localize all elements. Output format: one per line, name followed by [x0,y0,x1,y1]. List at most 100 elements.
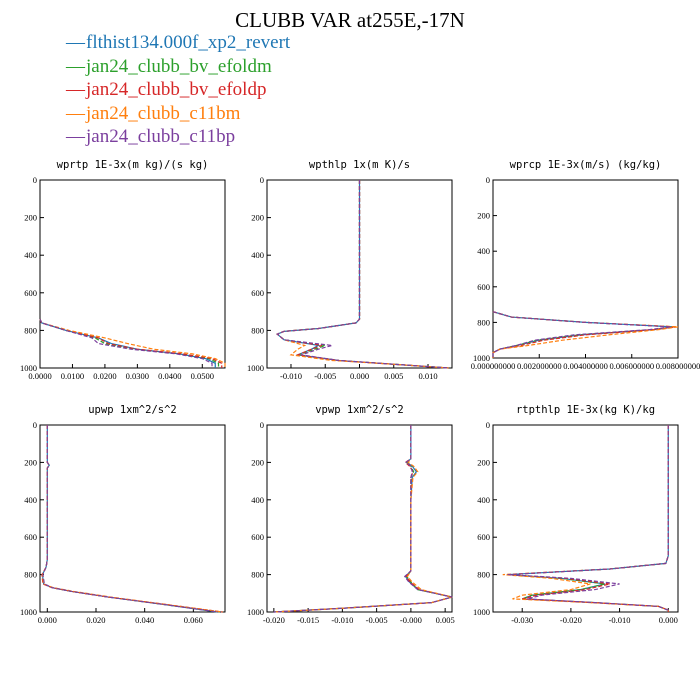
series-line-1 [276,180,449,369]
y-tick-label: 200 [24,213,37,223]
y-tick-label: 400 [24,250,37,260]
series-line-3 [273,425,453,613]
series-line-3 [39,318,223,368]
x-tick-label: 0.0500 [191,371,214,381]
series-line-5 [492,311,672,358]
y-tick-label: 600 [477,532,490,542]
x-tick-label: 0.0300 [126,371,149,381]
x-tick-label: -0.010 [331,615,353,625]
y-tick-label: 200 [477,457,490,467]
y-tick-label: 1000 [247,607,264,617]
series-line-2 [507,425,669,612]
y-tick-label: 600 [251,288,264,298]
y-tick-label: 800 [251,325,264,335]
plot-frame [492,179,679,359]
legend-item: —flthist134.000f_xp2_revert [66,31,290,55]
x-tick-label: 0.020 [86,615,105,625]
series-line-2 [39,318,220,368]
y-tick-label: 200 [251,213,264,223]
x-tick-label: -0.005 [366,615,388,625]
series-line-2 [276,180,449,369]
y-tick-label: 400 [24,495,37,505]
plot-frame [492,424,679,613]
x-tick-label: -0.020 [560,615,582,625]
series-line-2 [273,425,453,613]
x-tick-label: -0.015 [297,615,319,625]
series-line-1 [273,425,453,613]
x-tick-label: -0.010 [280,371,302,381]
series-line-5 [39,318,213,368]
y-tick-label: 200 [24,457,37,467]
legend-item: —jan24_clubb_bv_efoldp [66,78,290,102]
y-tick-label: 800 [24,570,37,580]
plot-frame [266,424,453,613]
y-tick-label: 400 [251,250,264,260]
y-tick-label: 0 [33,175,37,185]
x-tick-label: 0.000000000 [471,361,516,371]
x-tick-label: 0.0400 [158,371,181,381]
legend-item: —jan24_clubb_c11bm [66,102,290,126]
x-tick-label: 0.0200 [93,371,116,381]
series-line-5 [507,425,669,612]
y-tick-label: 1000 [473,353,490,363]
panel-title: wprtp 1E-3x(m kg)/(s kg) [57,159,209,171]
y-tick-label: 0 [33,420,37,430]
panel-title: wpthlp 1x(m K)/s [309,159,410,171]
x-tick-label: 0.0000 [28,371,51,381]
x-tick-label: 0.002000000 [517,361,562,371]
y-tick-label: 1000 [20,363,37,373]
legend-dash-icon: — [66,79,85,100]
x-tick-label: 0.040 [135,615,154,625]
y-tick-label: 200 [477,211,490,221]
page-title: CLUBB VAR at255E,-17N [235,8,465,32]
panel-title: upwp 1xm^2/s^2 [88,404,177,416]
y-tick-label: 800 [477,317,490,327]
y-tick-label: 200 [251,457,264,467]
series-line-3 [507,425,669,612]
y-tick-label: 1000 [473,607,490,617]
y-tick-label: 1000 [247,363,264,373]
x-tick-label: 0.010 [418,371,437,381]
plot-frame [39,424,226,613]
series-line-4 [39,318,226,368]
y-tick-label: 400 [251,495,264,505]
y-tick-label: 600 [24,532,37,542]
y-tick-label: 0 [260,175,264,185]
legend-dash-icon: — [66,55,85,77]
x-tick-label: 0.0100 [61,371,84,381]
series-line-4 [502,425,669,612]
x-tick-label: 0.000 [38,615,57,625]
legend-dash-icon: — [66,126,85,147]
legend-item: —jan24_clubb_bv_efoldm [66,55,290,79]
series-line-1 [41,425,218,613]
x-tick-label: 0.000 [659,615,678,625]
x-tick-label: 0.005 [436,615,455,625]
panel-title: vpwp 1xm^2/s^2 [315,404,404,416]
y-tick-label: 600 [24,288,37,298]
series-line-3 [41,425,223,613]
series-line-4 [273,425,453,613]
x-tick-label: -0.000 [400,615,422,625]
legend-label: jan24_clubb_bv_efoldp [86,79,267,100]
panel-title: wprcp 1E-3x(m/s) (kg/kg) [510,159,662,171]
y-tick-label: 0 [260,420,264,430]
series-line-4 [41,425,223,613]
series-line-5 [42,425,218,613]
legend-dash-icon: — [66,32,85,53]
x-tick-label: 0.004000000 [563,361,608,371]
y-tick-label: 0 [486,420,490,430]
legend-label: jan24_clubb_bv_efoldm [86,55,272,77]
x-tick-label: 0.000 [350,371,369,381]
legend: —flthist134.000f_xp2_revert —jan24_clubb… [66,31,290,149]
series-line-3 [276,180,449,369]
y-tick-label: 800 [24,325,37,335]
x-tick-label: -0.020 [263,615,285,625]
y-tick-label: 400 [477,246,490,256]
x-tick-label: 0.008000000 [656,361,700,371]
series-line-1 [507,425,669,612]
legend-dash-icon: — [66,102,85,124]
y-tick-label: 800 [477,570,490,580]
x-tick-label: -0.010 [609,615,631,625]
legend-item: —jan24_clubb_c11bp [66,125,290,149]
